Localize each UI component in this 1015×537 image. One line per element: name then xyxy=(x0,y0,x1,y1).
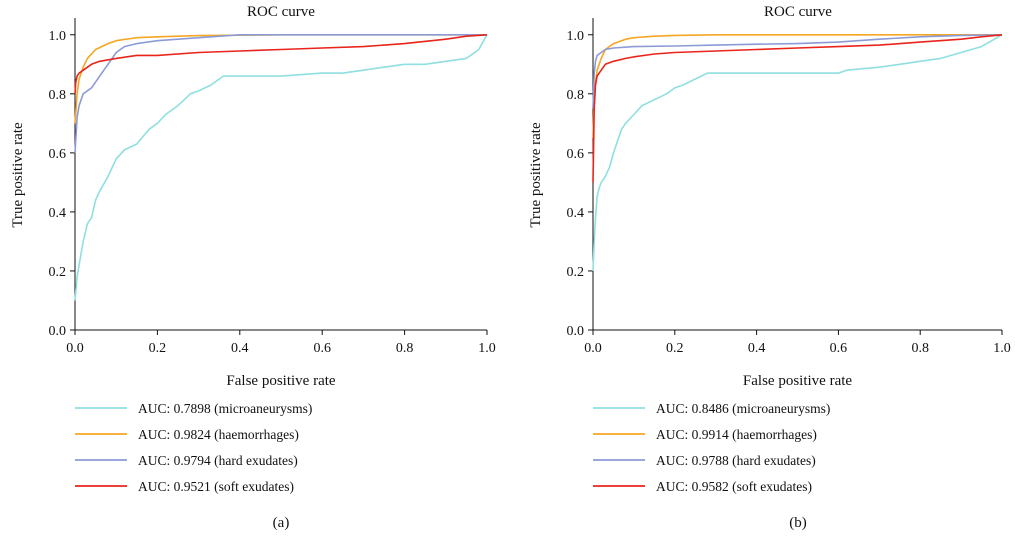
y-tick-label: 1.0 xyxy=(49,29,67,44)
legend-label: AUC: 0.9794 (hard exudates) xyxy=(138,453,298,468)
roc-curve-series-2 xyxy=(74,33,487,124)
legend-label: AUC: 0.9824 (haemorrhages) xyxy=(138,427,299,442)
y-tick-label: 1.0 xyxy=(567,29,585,44)
y-tick-label: 0.4 xyxy=(49,206,67,221)
roc-curve-series-4 xyxy=(592,34,1003,183)
roc-curve-series-3 xyxy=(74,33,487,153)
x-tick-label: 0.2 xyxy=(666,341,684,356)
roc-curve-series-3 xyxy=(592,34,1003,109)
y-tick-label: 0.8 xyxy=(49,88,67,103)
x-tick-label: 0.8 xyxy=(911,341,929,356)
x-tick-label: 0.6 xyxy=(830,341,848,356)
x-tick-label: 0.0 xyxy=(584,341,602,356)
panel-caption: (a) xyxy=(273,515,290,531)
x-tick-label: 0.4 xyxy=(748,341,766,356)
legend: AUC: 0.8486 (microaneurysms) AUC: 0.9914 … xyxy=(593,401,830,494)
x-tick-label: 0.8 xyxy=(396,341,414,356)
chart-title: ROC curve xyxy=(764,4,832,20)
chart-title: ROC curve xyxy=(247,4,315,20)
y-tick-label: 0.6 xyxy=(49,147,67,162)
y-tick-label: 0.2 xyxy=(49,265,67,280)
y-tick-label: 0.0 xyxy=(49,324,67,339)
roc-curve-series-4 xyxy=(74,34,488,94)
chart-panel-2: ROC curve 0.0 0.2 0.4 0.6 0.8 1.0 0.0 0.2 0.4 0.6 0… xyxy=(528,4,1011,531)
legend-label: AUC: 0.9521 (soft exudates) xyxy=(138,479,294,494)
chart-panel-1: ROC curve 0.0 0.2 0.4 0.6 0.8 1.0 0.0 0.2 0.4 0.6 0… xyxy=(10,4,496,531)
y-tick-label: 0.8 xyxy=(567,88,585,103)
roc-curve-series-2 xyxy=(592,33,1002,139)
x-tick-label: 0.2 xyxy=(149,341,167,356)
legend-label: AUC: 0.9788 (hard exudates) xyxy=(656,453,816,468)
x-tick-label: 1.0 xyxy=(993,341,1011,356)
x-tick-label: 0.6 xyxy=(313,341,331,356)
panel-caption: (b) xyxy=(789,515,807,531)
legend-label: AUC: 0.9582 (soft exudates) xyxy=(656,479,812,494)
x-tick-label: 0.4 xyxy=(231,341,249,356)
legend-label: AUC: 0.8486 (microaneurysms) xyxy=(656,401,830,416)
y-tick-label: 0.4 xyxy=(567,206,585,221)
y-axis-title: True positive rate xyxy=(10,122,26,228)
x-axis-title: False positive rate xyxy=(226,373,335,389)
y-tick-label: 0.6 xyxy=(567,147,585,162)
x-tick-label: 0.0 xyxy=(66,341,84,356)
x-tick-label: 1.0 xyxy=(478,341,496,356)
x-axis-title: False positive rate xyxy=(743,373,852,389)
y-tick-label: 0.0 xyxy=(567,324,585,339)
y-tick-label: 0.2 xyxy=(567,265,585,280)
legend-label: AUC: 0.9914 (haemorrhages) xyxy=(656,427,817,442)
legend: AUC: 0.7898 (microaneurysms) AUC: 0.9824 … xyxy=(75,401,312,494)
roc-curve-series-1 xyxy=(74,34,488,301)
roc-curve-series-1 xyxy=(592,34,1003,272)
legend-label: AUC: 0.7898 (microaneurysms) xyxy=(138,401,312,416)
y-axis-title: True positive rate xyxy=(528,122,544,228)
